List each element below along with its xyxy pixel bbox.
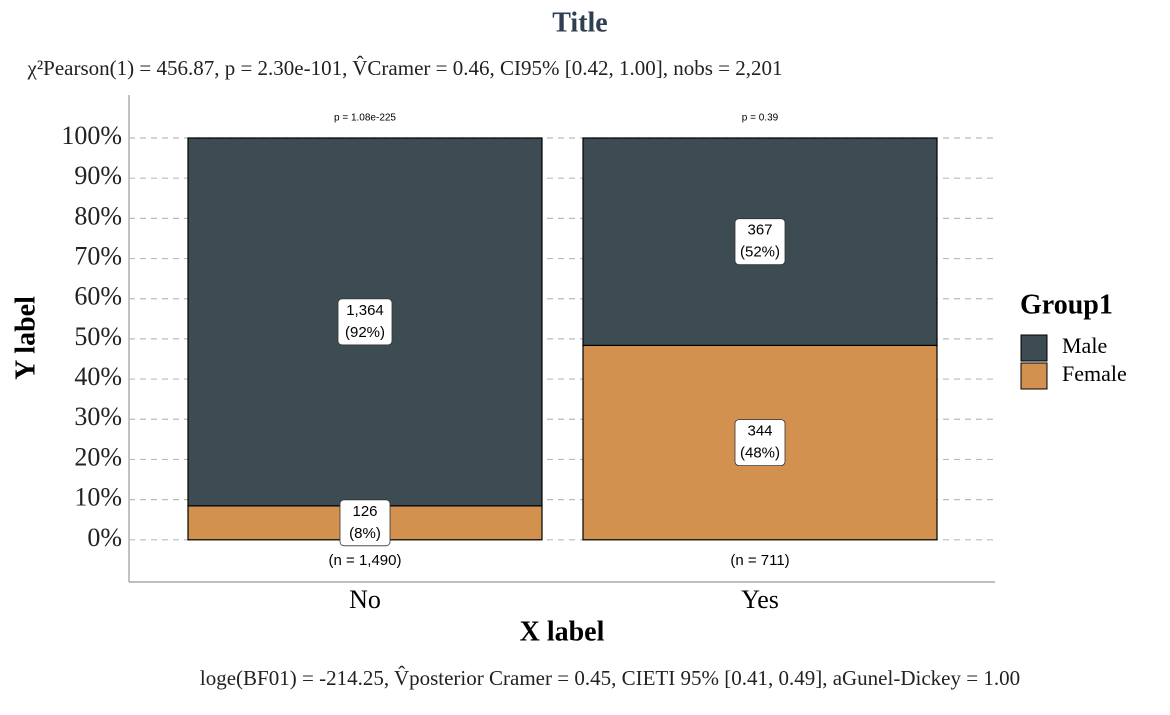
y-tick-label: 0% xyxy=(87,523,122,552)
count-label: 344 xyxy=(747,423,772,440)
label-box xyxy=(734,218,786,266)
y-tick-label: 10% xyxy=(74,483,122,512)
chart-title: Title xyxy=(552,7,607,38)
n-label: (n = 711) xyxy=(730,552,789,569)
y-axis-title: Y label xyxy=(10,296,41,380)
legend-swatch xyxy=(1020,334,1048,362)
p-label: p = 1.08e-225 xyxy=(334,113,396,124)
y-tick-label: 100% xyxy=(61,121,122,150)
y-tick-label: 40% xyxy=(74,362,122,391)
value-label: (48%) xyxy=(740,445,780,462)
x-tick-label: Yes xyxy=(741,585,779,614)
y-tick-label: 70% xyxy=(74,242,122,271)
count-label: 126 xyxy=(352,503,377,520)
value-label: (52%) xyxy=(740,244,780,261)
y-tick-label: 50% xyxy=(74,322,122,351)
label-box xyxy=(337,298,393,346)
count-label: 367 xyxy=(747,222,772,239)
legend-label: Male xyxy=(1062,333,1107,358)
legend-label: Female xyxy=(1062,361,1127,386)
value-label: (8%) xyxy=(349,525,381,542)
label-box xyxy=(339,499,391,547)
label-box xyxy=(734,419,786,467)
y-tick-label: 90% xyxy=(74,161,122,190)
y-tick-label: 60% xyxy=(74,282,122,311)
n-label: (n = 1,490) xyxy=(329,552,402,569)
caption: loge(BF01) = -214.25, V̂posterior Cramer… xyxy=(200,666,1020,690)
subtitle: χ²Pearson(1) = 456.87, p = 2.30e-101, V̂… xyxy=(27,56,783,80)
count-label: 1,364 xyxy=(346,302,384,319)
x-axis-title: X label xyxy=(520,616,605,647)
y-tick-label: 80% xyxy=(74,201,122,230)
y-tick-label: 20% xyxy=(74,442,122,471)
legend-title: Group1 xyxy=(1020,289,1113,320)
legend-swatch xyxy=(1020,362,1048,390)
value-label: (92%) xyxy=(345,324,385,341)
p-label: p = 0.39 xyxy=(742,113,779,124)
y-tick-label: 30% xyxy=(74,402,122,431)
x-tick-label: No xyxy=(349,585,381,614)
